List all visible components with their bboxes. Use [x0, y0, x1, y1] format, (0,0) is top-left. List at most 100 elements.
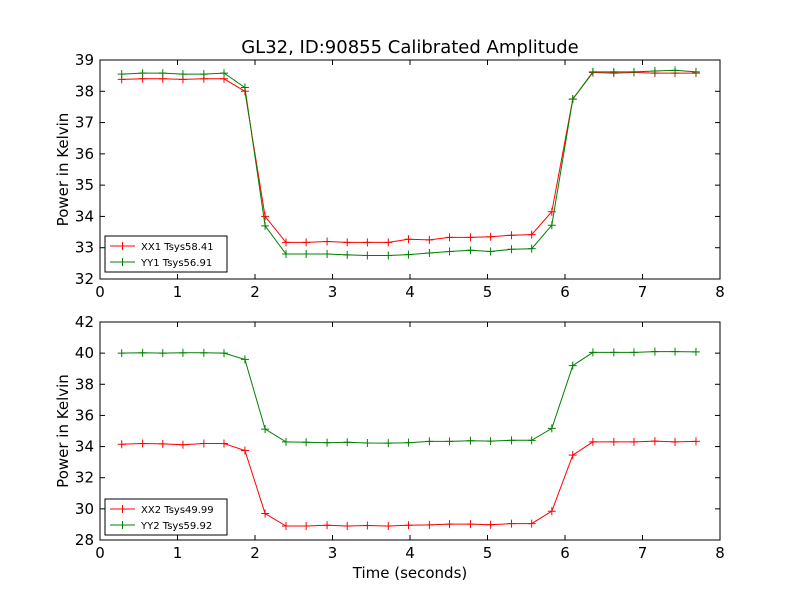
data-point — [527, 244, 536, 253]
x-tick-label: 0 — [95, 283, 105, 301]
data-point — [671, 347, 680, 356]
legend: XX2 Tsys49.99 YY2 Tsys59.92 — [104, 498, 228, 536]
y-tick-label: 32 — [75, 270, 94, 288]
data-point — [568, 451, 577, 460]
y-tick-label: 35 — [75, 176, 94, 194]
data-point — [404, 235, 413, 244]
data-point — [240, 83, 249, 92]
legend-box — [104, 498, 228, 536]
data-point — [240, 446, 249, 455]
data-point — [220, 439, 228, 448]
legend-marker — [118, 242, 127, 250]
data-point — [404, 521, 413, 530]
data-point — [404, 250, 413, 259]
data-point — [384, 251, 393, 260]
y-tick-label: 39 — [75, 51, 94, 69]
data-point — [609, 67, 618, 76]
x-tick-label: 2 — [250, 544, 260, 562]
y-axis-label: Power in Kelvin — [54, 374, 72, 488]
data-point — [117, 70, 126, 79]
data-point — [609, 437, 618, 446]
x-tick-label: 3 — [328, 283, 338, 301]
data-point — [527, 230, 536, 239]
data-point — [691, 437, 700, 446]
data-point — [691, 67, 700, 76]
data-point — [588, 67, 597, 76]
x-axis-label: Time (seconds) — [352, 564, 468, 582]
data-point — [138, 69, 147, 78]
data-point — [261, 509, 270, 518]
data-point — [363, 438, 372, 447]
data-point — [671, 66, 680, 75]
data-point — [138, 348, 147, 357]
x-tick-label: 6 — [560, 283, 570, 301]
data-point — [650, 437, 659, 446]
data-point — [199, 348, 208, 357]
data-point — [588, 437, 597, 446]
data-point — [117, 349, 126, 358]
data-point — [261, 425, 270, 434]
data-point — [486, 437, 495, 446]
data-point — [384, 521, 393, 530]
data-point — [445, 437, 454, 446]
x-tick-label: 7 — [638, 283, 648, 301]
data-point — [507, 436, 516, 445]
data-point — [650, 66, 659, 75]
data-point — [466, 246, 475, 255]
data-point — [343, 250, 352, 259]
data-point — [629, 67, 638, 76]
data-point — [425, 437, 434, 446]
y-tick-label: 36 — [75, 406, 94, 424]
data-point — [466, 520, 475, 529]
data-point — [323, 521, 332, 530]
data-point — [527, 519, 536, 528]
legend-entry-label: XX2 Tsys49.99 — [141, 505, 214, 516]
y-axis-label: Power in Kelvin — [54, 113, 72, 227]
data-point — [117, 440, 126, 449]
y-tick-label: 36 — [75, 145, 94, 163]
data-point — [343, 521, 352, 530]
data-point — [547, 221, 556, 230]
legend-marker — [118, 521, 127, 529]
data-point — [671, 437, 680, 446]
data-point — [547, 424, 556, 433]
x-tick-label: 4 — [405, 283, 415, 301]
x-tick-label: 6 — [560, 544, 570, 562]
x-tick-label: 3 — [328, 544, 338, 562]
y-tick-label: 42 — [75, 313, 94, 331]
data-point — [445, 247, 454, 256]
data-point — [466, 233, 475, 242]
x-tick-label: 7 — [638, 544, 648, 562]
x-tick-label: 5 — [483, 283, 493, 301]
y-tick-label: 37 — [75, 114, 94, 132]
data-point — [282, 437, 290, 446]
data-point — [445, 520, 454, 529]
data-point — [650, 347, 659, 356]
legend-box — [104, 235, 228, 273]
data-point — [178, 348, 187, 357]
data-point — [323, 249, 332, 258]
x-tick-label: 2 — [250, 283, 260, 301]
x-tick-label: 8 — [715, 544, 725, 562]
data-point — [158, 349, 167, 358]
data-point — [425, 520, 434, 529]
data-point — [178, 70, 187, 79]
data-point — [302, 438, 311, 447]
x-tick-label: 1 — [173, 544, 183, 562]
data-point — [568, 361, 577, 370]
data-point — [323, 237, 332, 246]
legend-entry-label: YY1 Tsys56.91 — [140, 258, 212, 269]
data-point — [343, 238, 352, 247]
data-point — [568, 95, 577, 104]
data-point — [302, 238, 311, 247]
legend-entry-label: YY2 Tsys59.92 — [140, 521, 212, 532]
data-point — [588, 348, 597, 357]
data-point — [527, 436, 536, 445]
data-point — [240, 355, 249, 364]
data-point — [363, 521, 372, 530]
data-point — [609, 348, 618, 357]
y-tick-label: 34 — [75, 438, 94, 456]
data-point — [158, 69, 167, 78]
